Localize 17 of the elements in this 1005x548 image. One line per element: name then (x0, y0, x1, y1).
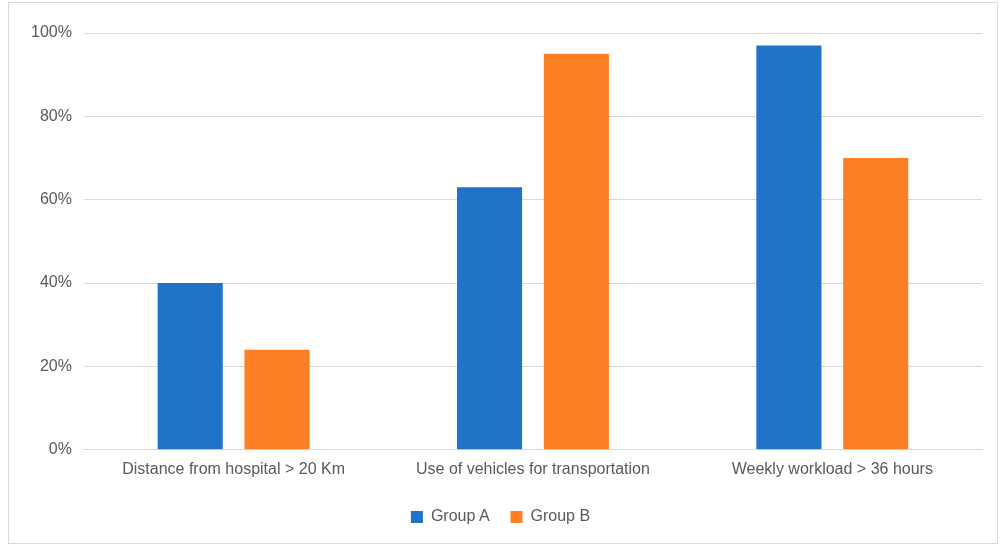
bar (157, 283, 223, 450)
legend-label: Group B (530, 507, 591, 525)
bar (457, 187, 523, 450)
y-tick-label: 80% (39, 106, 72, 124)
x-tick-label: Weekly workload > 36 hours (731, 459, 933, 477)
x-tick-label: Use of vehicles for transportation (416, 459, 650, 477)
x-tick-label: Distance from hospital > 20 Km (122, 459, 345, 477)
y-tick-label: 20% (39, 356, 72, 374)
y-tick-label: 60% (39, 190, 72, 208)
bar (756, 45, 822, 450)
bar (244, 349, 310, 450)
y-tick-label: 40% (39, 273, 72, 291)
bar (543, 53, 609, 450)
y-tick-label: 100% (31, 23, 72, 41)
y-tick-label: 0% (48, 440, 72, 458)
legend-label: Group A (430, 507, 490, 525)
bar (843, 158, 909, 450)
